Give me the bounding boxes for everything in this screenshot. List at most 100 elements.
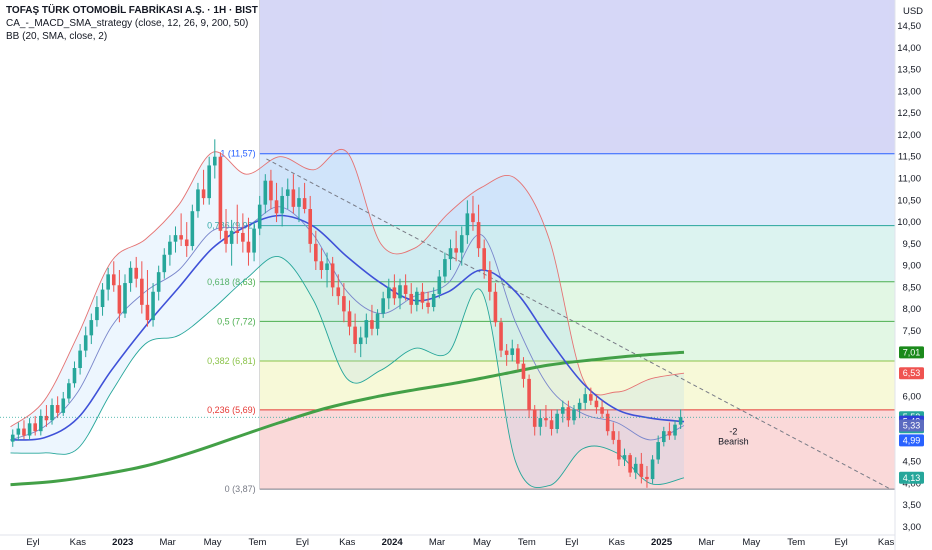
candle-body (605, 413, 610, 432)
candle-body (257, 204, 262, 229)
bb-upper-band (10, 149, 685, 428)
price-badge-value: 7,01 (903, 347, 921, 357)
y-tick-label: 9,00 (903, 261, 922, 272)
candle-body (67, 383, 71, 399)
fib-retracement[interactable]: 0 (3,87) 0,236 (5,69) 0,382 (6,81) 0,5 (7,7… (207, 0, 895, 494)
candle-body (611, 431, 616, 440)
dashed-trend-line[interactable] (266, 158, 891, 490)
candle-body (403, 285, 408, 294)
candle-body (140, 278, 144, 305)
trend-line[interactable] (266, 158, 891, 490)
price-badge-bg (899, 434, 924, 447)
price-badge-value: 5,33 (903, 421, 921, 431)
candle-body (431, 293, 436, 308)
candle-body (123, 283, 127, 314)
candle-body (555, 413, 559, 429)
bb-fill (10, 149, 684, 488)
fib-zone (259, 153, 895, 226)
price-badge-value: 4,13 (903, 473, 921, 483)
fib-level-label: 1 (11,57) (220, 149, 255, 159)
x-tick-label: May (204, 537, 222, 548)
candle-body (325, 263, 329, 270)
candle-body (280, 195, 284, 214)
x-tick-label: 2023 (112, 537, 133, 548)
candle-body (22, 428, 26, 436)
y-tick-label: 13,00 (897, 86, 921, 97)
y-tick-label: 9,50 (903, 239, 922, 250)
candle-body (572, 409, 576, 421)
candle-body (44, 415, 49, 421)
y-tick-label: 12,00 (897, 130, 921, 141)
fib-zone-top (259, 0, 895, 154)
candle-body (628, 455, 632, 473)
x-tick-label: Tem (518, 537, 536, 548)
candle-body (639, 463, 644, 477)
candle-body (319, 261, 324, 270)
candle-body (454, 248, 458, 253)
y-tick-label: 3,00 (903, 522, 922, 533)
signal-label-bearish: Bearish (718, 437, 749, 447)
candle-body (106, 274, 110, 290)
y-tick-label: 4,00 (903, 478, 922, 489)
candle-body (201, 189, 206, 199)
price-badge-value: 4,99 (903, 435, 921, 445)
candle-body (566, 407, 571, 421)
candle-body (184, 239, 189, 247)
price-badges: 7,016,535,521d 21h5,425,334,994,13 (898, 346, 925, 484)
candle-body (678, 417, 683, 425)
candle-body (162, 254, 167, 273)
y-tick-label: 13,50 (897, 65, 921, 76)
candle-body (212, 156, 217, 166)
fib-zone (259, 409, 895, 490)
candle-body (560, 407, 565, 414)
fib-level-label: 0 (3,87) (225, 484, 256, 494)
y-tick-label: 14,50 (897, 21, 921, 32)
candle-body (241, 232, 245, 242)
candle-body (538, 418, 543, 427)
candle-body (10, 434, 15, 442)
chart-legend[interactable]: TOFAŞ TÜRK OTOMOBİL FABRİKASI A.Ş. · 1H … (6, 4, 258, 43)
candle-body (437, 276, 442, 294)
candle-body (156, 272, 161, 292)
y-axis[interactable]: USD3,003,504,004,505,005,506,006,507,007… (894, 0, 932, 550)
candle-body (285, 189, 290, 196)
indicator-bb-legend[interactable]: BB (20, SMA, close, 2) (6, 31, 108, 42)
y-tick-label: 12,50 (897, 108, 921, 119)
price-badge: 5,33 (899, 419, 924, 432)
y-tick-label: 11,50 (898, 152, 921, 163)
candle-body (50, 405, 54, 421)
candle-body (589, 394, 593, 401)
candle-body (493, 291, 498, 323)
candle-body (516, 348, 520, 364)
x-tick-label: Kas (70, 537, 87, 548)
candle-body (117, 285, 122, 314)
candle-body (78, 350, 82, 369)
x-tick-label: Kas (608, 537, 625, 548)
candle-body (314, 243, 318, 262)
fib-level-label: 0,618 (8,63) (207, 277, 256, 287)
price-badge-bg (899, 346, 924, 359)
bb-lower-band (10, 255, 685, 488)
candle-body (392, 287, 397, 299)
candle-body (398, 285, 402, 299)
x-tick-label: 2024 (382, 537, 404, 548)
candle-body (291, 189, 296, 207)
y-tick-label: 10,50 (897, 195, 921, 206)
candle-body (218, 156, 223, 231)
indicator-macd-legend[interactable]: CA_-_MACD_SMA_strategy (close, 12, 26, 9… (6, 18, 249, 29)
x-axis[interactable]: Eyl Kas 2023 Mar May Tem Eyl Kas 2024 Mar May Tem Ey… (0, 534, 895, 548)
price-badge-bg (899, 419, 924, 432)
candle-body (336, 287, 341, 297)
candle-body (476, 222, 481, 249)
y-tick-label: 8,00 (903, 304, 922, 315)
candle-body (600, 407, 604, 414)
y-tick-label: 8,50 (903, 282, 922, 293)
candle-body (83, 335, 88, 351)
candle-body (499, 322, 503, 351)
candle-body (375, 313, 380, 329)
candle-body (577, 402, 582, 410)
x-tick-label: Eyl (835, 537, 848, 548)
symbol-title[interactable]: TOFAŞ TÜRK OTOMOBİL FABRİKASI A.Ş. · 1H … (6, 5, 258, 16)
